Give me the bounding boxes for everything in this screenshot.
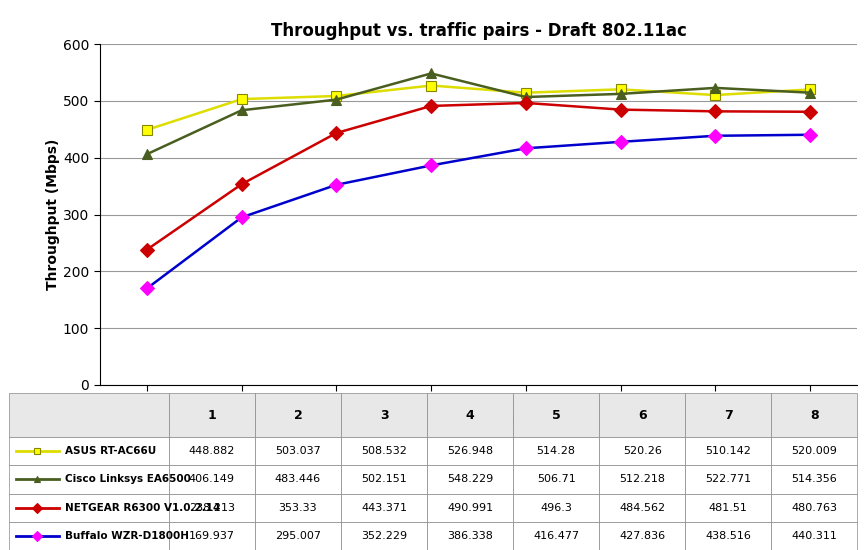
Text: 440.311: 440.311 bbox=[792, 531, 837, 541]
Text: 508.532: 508.532 bbox=[361, 446, 407, 456]
Bar bbox=[427, 393, 513, 437]
Bar bbox=[599, 522, 685, 550]
Text: 353.33: 353.33 bbox=[279, 503, 317, 513]
Bar bbox=[513, 522, 599, 550]
Bar bbox=[685, 393, 772, 437]
Bar bbox=[772, 522, 857, 550]
Bar bbox=[685, 522, 772, 550]
Bar bbox=[427, 465, 513, 493]
Bar bbox=[9, 522, 169, 550]
Text: 522.771: 522.771 bbox=[705, 475, 752, 485]
Text: 448.882: 448.882 bbox=[189, 446, 235, 456]
Text: 406.149: 406.149 bbox=[189, 475, 235, 485]
Text: 427.836: 427.836 bbox=[619, 531, 665, 541]
Bar bbox=[169, 437, 255, 465]
Bar bbox=[427, 493, 513, 522]
Bar bbox=[341, 437, 427, 465]
Text: 169.937: 169.937 bbox=[189, 531, 235, 541]
Bar bbox=[772, 493, 857, 522]
Text: ASUS RT-AC66U: ASUS RT-AC66U bbox=[65, 446, 156, 456]
Text: 4: 4 bbox=[466, 409, 475, 422]
Bar bbox=[427, 522, 513, 550]
Bar bbox=[513, 437, 599, 465]
Text: 416.477: 416.477 bbox=[533, 531, 579, 541]
Text: 514.28: 514.28 bbox=[537, 446, 576, 456]
Text: 295.007: 295.007 bbox=[275, 531, 321, 541]
Bar bbox=[599, 437, 685, 465]
Text: 490.991: 490.991 bbox=[447, 503, 493, 513]
Bar bbox=[513, 493, 599, 522]
Text: 7: 7 bbox=[724, 409, 733, 422]
Text: 386.338: 386.338 bbox=[447, 531, 493, 541]
Text: 503.037: 503.037 bbox=[275, 446, 320, 456]
Bar bbox=[255, 465, 341, 493]
Text: 510.142: 510.142 bbox=[705, 446, 751, 456]
Bar bbox=[685, 437, 772, 465]
Text: 5: 5 bbox=[552, 409, 560, 422]
Text: Cisco Linksys EA6500: Cisco Linksys EA6500 bbox=[65, 475, 191, 485]
Y-axis label: Throughput (Mbps): Throughput (Mbps) bbox=[46, 139, 60, 290]
Text: 502.151: 502.151 bbox=[361, 475, 407, 485]
Bar bbox=[599, 465, 685, 493]
Bar bbox=[255, 393, 341, 437]
Text: 480.763: 480.763 bbox=[792, 503, 837, 513]
Bar bbox=[513, 465, 599, 493]
Bar bbox=[9, 437, 169, 465]
Bar bbox=[341, 393, 427, 437]
Text: 483.446: 483.446 bbox=[275, 475, 321, 485]
Title: Throughput vs. traffic pairs - Draft 802.11ac: Throughput vs. traffic pairs - Draft 802… bbox=[270, 21, 687, 40]
Text: 438.516: 438.516 bbox=[705, 531, 751, 541]
X-axis label: Traffic pairs: Traffic pairs bbox=[432, 415, 525, 429]
Text: 512.218: 512.218 bbox=[619, 475, 665, 485]
Bar bbox=[341, 465, 427, 493]
Text: 526.948: 526.948 bbox=[447, 446, 493, 456]
Bar bbox=[9, 393, 169, 437]
Text: 1: 1 bbox=[208, 409, 216, 422]
Bar bbox=[772, 393, 857, 437]
Bar bbox=[341, 493, 427, 522]
Text: 481.51: 481.51 bbox=[708, 503, 747, 513]
Text: 496.3: 496.3 bbox=[540, 503, 572, 513]
Bar bbox=[685, 465, 772, 493]
Bar bbox=[772, 437, 857, 465]
Text: Buffalo WZR-D1800H: Buffalo WZR-D1800H bbox=[65, 531, 189, 541]
Bar bbox=[685, 493, 772, 522]
Bar bbox=[169, 522, 255, 550]
Text: NETGEAR R6300 V1.0.2.14: NETGEAR R6300 V1.0.2.14 bbox=[65, 503, 220, 513]
Text: 352.229: 352.229 bbox=[361, 531, 407, 541]
Bar bbox=[169, 465, 255, 493]
Bar bbox=[255, 522, 341, 550]
Bar bbox=[169, 493, 255, 522]
Bar bbox=[427, 437, 513, 465]
Bar bbox=[599, 393, 685, 437]
Bar bbox=[9, 465, 169, 493]
Text: 548.229: 548.229 bbox=[447, 475, 494, 485]
Text: 238.213: 238.213 bbox=[189, 503, 235, 513]
Text: 8: 8 bbox=[810, 409, 818, 422]
Text: 3: 3 bbox=[379, 409, 388, 422]
Bar bbox=[341, 522, 427, 550]
Text: 443.371: 443.371 bbox=[361, 503, 407, 513]
Bar bbox=[169, 393, 255, 437]
Bar bbox=[255, 437, 341, 465]
Text: 484.562: 484.562 bbox=[619, 503, 665, 513]
Text: 2: 2 bbox=[294, 409, 302, 422]
Text: 506.71: 506.71 bbox=[537, 475, 576, 485]
Text: 520.26: 520.26 bbox=[623, 446, 662, 456]
Bar bbox=[255, 493, 341, 522]
Bar bbox=[599, 493, 685, 522]
Bar bbox=[9, 493, 169, 522]
Bar bbox=[772, 465, 857, 493]
Text: 6: 6 bbox=[638, 409, 647, 422]
Text: 520.009: 520.009 bbox=[792, 446, 837, 456]
Bar bbox=[513, 393, 599, 437]
Text: 514.356: 514.356 bbox=[792, 475, 837, 485]
